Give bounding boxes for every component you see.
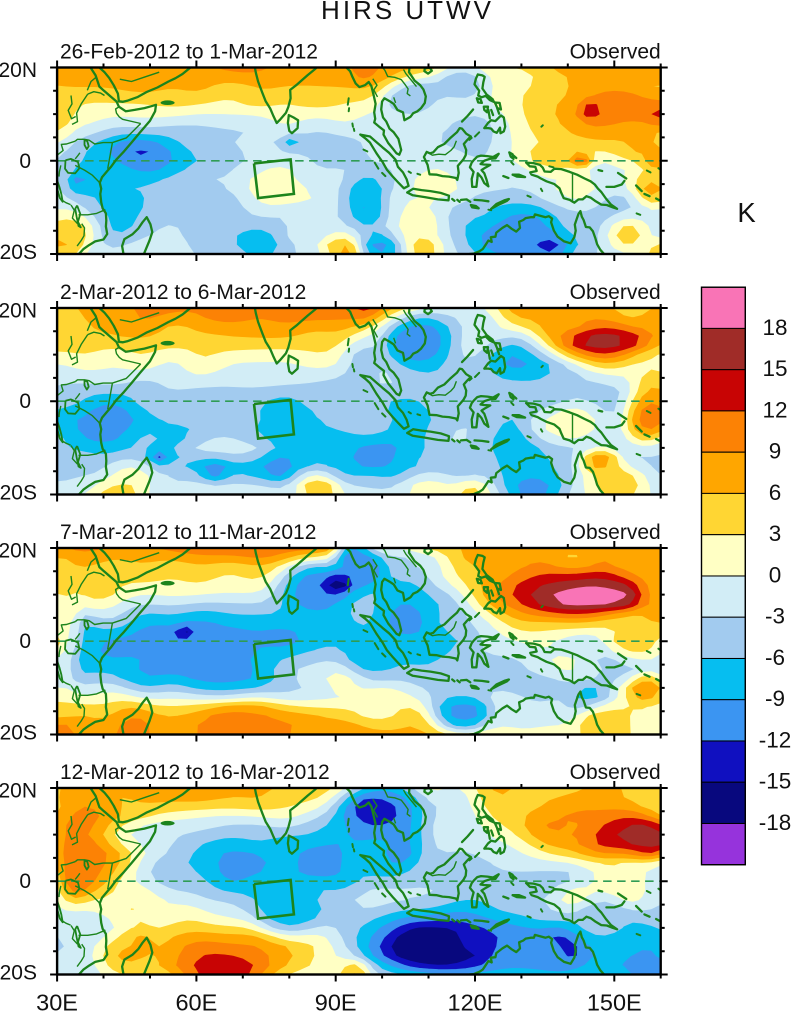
svg-text:6: 6 [769,480,782,505]
svg-text:Observed: Observed [570,41,661,64]
svg-text:20N: 20N [0,780,37,803]
svg-text:Observed: Observed [570,521,661,544]
svg-text:-9: -9 [765,686,785,711]
svg-text:0: 0 [19,870,31,893]
svg-text:20S: 20S [0,962,37,985]
svg-text:0: 0 [19,150,31,173]
svg-text:Observed: Observed [570,281,661,304]
svg-text:20N: 20N [0,540,37,563]
svg-text:15: 15 [762,356,787,381]
svg-text:7-Mar-2012 to 11-Mar-2012: 7-Mar-2012 to 11-Mar-2012 [60,521,316,544]
svg-text:120E: 120E [448,990,503,1014]
svg-text:HIRS UTWV: HIRS UTWV [321,0,494,25]
svg-text:0: 0 [769,563,782,588]
svg-text:-3: -3 [765,604,785,629]
svg-text:-18: -18 [759,810,791,835]
svg-text:26-Feb-2012 to 1-Mar-2012: 26-Feb-2012 to 1-Mar-2012 [60,41,318,64]
svg-text:18: 18 [762,315,787,340]
svg-text:Observed: Observed [570,761,661,784]
svg-text:30E: 30E [36,990,78,1014]
svg-text:0: 0 [19,630,31,653]
svg-text:20S: 20S [0,241,37,264]
svg-text:20N: 20N [0,59,37,82]
svg-text:0: 0 [19,390,31,413]
svg-text:12: 12 [762,397,787,422]
svg-text:20S: 20S [0,722,37,745]
svg-text:20S: 20S [0,482,37,505]
svg-text:-6: -6 [765,645,785,670]
svg-text:20N: 20N [0,300,37,323]
svg-text:150E: 150E [587,990,642,1014]
svg-text:-12: -12 [759,728,791,753]
svg-text:12-Mar-2012 to 16-Mar-2012: 12-Mar-2012 to 16-Mar-2012 [60,761,330,784]
svg-text:3: 3 [769,521,782,546]
svg-text:9: 9 [769,439,782,464]
svg-text:-15: -15 [759,769,791,794]
svg-text:K: K [737,197,756,228]
svg-text:90E: 90E [315,990,357,1014]
svg-text:2-Mar-2012 to 6-Mar-2012: 2-Mar-2012 to 6-Mar-2012 [60,281,306,304]
svg-text:60E: 60E [175,990,217,1014]
